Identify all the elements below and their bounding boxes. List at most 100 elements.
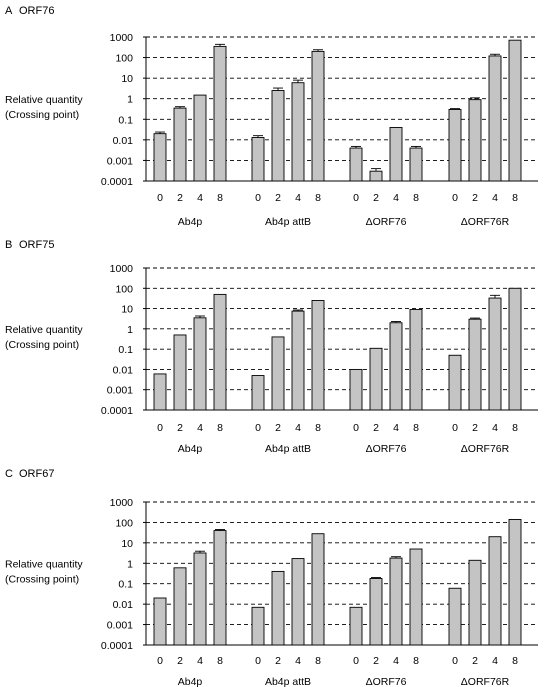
- y-tick-label: 0.001: [107, 620, 133, 632]
- bar: [213, 45, 227, 182]
- y-axis-label: (Crossing point): [5, 109, 79, 121]
- x-tick-label: 2: [275, 192, 281, 204]
- x-tick-label: 4: [393, 192, 399, 204]
- y-tick-label: 10: [121, 304, 133, 316]
- bar: [468, 559, 482, 646]
- x-tick-label: 4: [492, 192, 498, 204]
- x-tick-label: 0: [353, 192, 359, 204]
- y-axis-label: (Crossing point): [5, 574, 79, 586]
- y-tick-label: 0.001: [107, 385, 133, 397]
- bar: [291, 558, 305, 646]
- x-tick-label: 0: [452, 422, 458, 434]
- x-tick-label: 2: [472, 192, 478, 204]
- x-tick-label: 4: [197, 655, 203, 667]
- x-tick-label: 8: [315, 655, 321, 667]
- panel-a: A ORF76 Relative quantity (Crossing point) 1…: [5, 5, 538, 228]
- group-label: Ab4p: [178, 443, 203, 455]
- group-label: ΔORF76R: [461, 443, 510, 455]
- bar: [173, 107, 187, 182]
- x-tick-label: 8: [413, 655, 419, 667]
- bar: [291, 82, 305, 182]
- bar: [311, 533, 325, 646]
- y-tick-label: 100: [115, 283, 133, 295]
- y-tick-label: 100: [115, 53, 133, 65]
- x-tick-label: 0: [452, 192, 458, 204]
- y-tick-label: 0.01: [113, 364, 134, 376]
- x-tick-label: 8: [413, 422, 419, 434]
- bar: [409, 309, 423, 411]
- panel-title: ORF76: [19, 5, 54, 17]
- bar: [349, 147, 363, 182]
- bar: [173, 567, 187, 646]
- bar: [488, 297, 502, 411]
- x-tick-label: 4: [197, 422, 203, 434]
- x-tick-label: 8: [217, 422, 223, 434]
- bar: [251, 606, 265, 646]
- x-tick-label: 8: [512, 422, 518, 434]
- group-label: Ab4p: [178, 676, 203, 687]
- y-tick-label: 1000: [110, 497, 134, 509]
- x-tick-label: 2: [177, 192, 183, 204]
- group-label: ΔORF76: [366, 443, 407, 455]
- y-tick-label: 0.0001: [101, 405, 133, 417]
- group-label: ΔORF76R: [461, 216, 510, 228]
- x-tick-label: 0: [157, 655, 163, 667]
- x-tick-label: 4: [295, 422, 301, 434]
- bar: [448, 354, 462, 411]
- bar: [193, 94, 207, 182]
- y-tick-label: 10: [121, 73, 133, 85]
- panel-title: ORF75: [19, 239, 54, 251]
- bar: [369, 578, 383, 646]
- bar: [409, 548, 423, 646]
- bar: [468, 99, 482, 182]
- group-label: Ab4p attB: [265, 443, 311, 455]
- bar: [271, 336, 285, 411]
- x-tick-label: 8: [217, 192, 223, 204]
- y-tick-label: 1: [127, 324, 133, 336]
- bar: [488, 536, 502, 646]
- bar: [271, 570, 285, 646]
- bar: [468, 318, 482, 411]
- bar: [251, 137, 265, 182]
- x-tick-label: 8: [512, 192, 518, 204]
- y-tick-label: 1: [127, 558, 133, 570]
- y-axis-label: (Crossing point): [5, 339, 79, 351]
- x-tick-label: 8: [315, 422, 321, 434]
- bar: [153, 373, 167, 411]
- panel-letter: C: [5, 468, 13, 480]
- y-tick-label: 0.0001: [101, 640, 133, 652]
- bar: [193, 552, 207, 646]
- y-tick-label: 1: [127, 94, 133, 106]
- bar: [311, 50, 325, 182]
- x-tick-label: 0: [157, 192, 163, 204]
- y-tick-label: 0.01: [113, 599, 134, 611]
- y-axis-label: Relative quantity: [5, 324, 83, 336]
- bar: [409, 147, 423, 182]
- bar: [349, 368, 363, 411]
- bar: [251, 375, 265, 411]
- bar: [153, 133, 167, 182]
- group-label: Ab4p attB: [265, 216, 311, 228]
- bar: [508, 287, 522, 411]
- x-tick-label: 0: [353, 655, 359, 667]
- panel-b: B ORF75 Relative quantity (Crossing point) 1…: [5, 239, 538, 455]
- x-tick-label: 0: [255, 422, 261, 434]
- x-tick-label: 8: [217, 655, 223, 667]
- panel-letter: A: [5, 5, 13, 17]
- y-tick-label: 0.1: [118, 114, 133, 126]
- x-tick-label: 4: [295, 655, 301, 667]
- bar: [153, 597, 167, 646]
- x-tick-label: 4: [295, 192, 301, 204]
- y-tick-label: 0.001: [107, 155, 133, 167]
- x-tick-label: 4: [197, 192, 203, 204]
- x-tick-label: 4: [492, 655, 498, 667]
- x-tick-label: 8: [413, 192, 419, 204]
- group-label: Ab4p: [178, 216, 203, 228]
- y-axis-label: Relative quantity: [5, 94, 83, 106]
- y-tick-label: 0.01: [113, 135, 134, 147]
- bar: [389, 557, 403, 646]
- y-axis-label: Relative quantity: [5, 559, 83, 571]
- panel-c: C ORF67 Relative quantity (Crossing point) 1…: [5, 468, 538, 687]
- bar: [213, 293, 227, 411]
- x-tick-label: 4: [393, 422, 399, 434]
